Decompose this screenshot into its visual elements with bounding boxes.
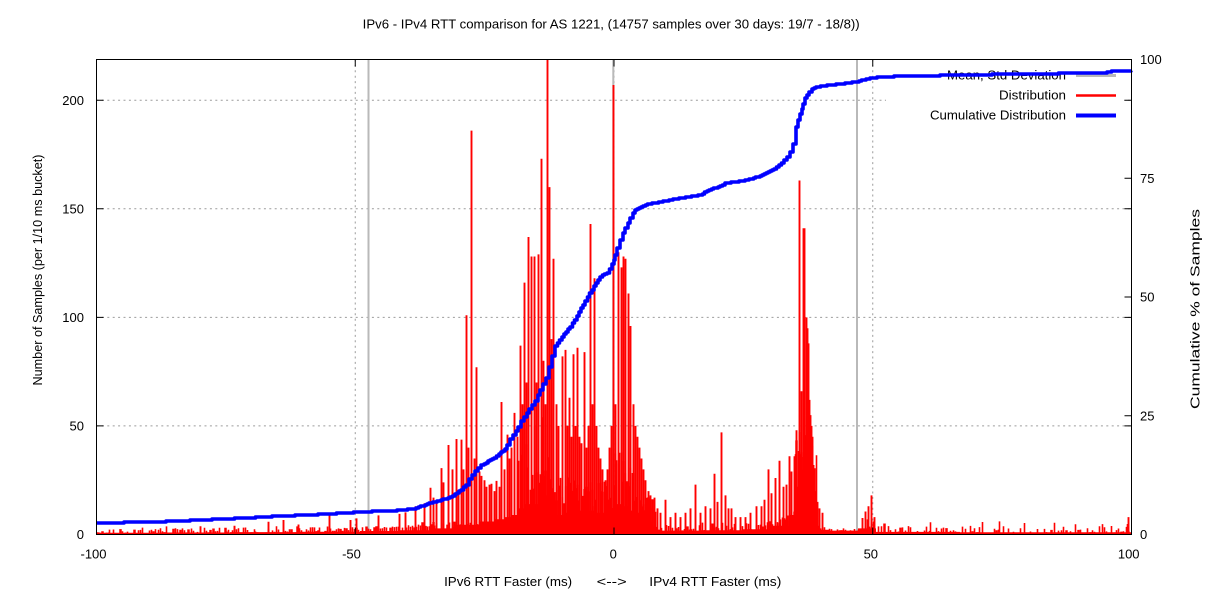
svg-text:0: 0 [77, 527, 84, 542]
svg-text:100: 100 [62, 310, 84, 325]
svg-text:Distribution: Distribution [999, 88, 1066, 103]
svg-text:50: 50 [70, 419, 84, 434]
svg-text:-100: -100 [80, 547, 106, 562]
svg-text:50: 50 [864, 547, 878, 562]
svg-text:<-->: <--> [597, 574, 627, 589]
svg-text:IPv6 - IPv4 RTT comparison for: IPv6 - IPv4 RTT comparison for AS 1221, … [363, 17, 860, 32]
svg-text:25: 25 [1140, 408, 1154, 423]
svg-text:150: 150 [62, 201, 84, 216]
svg-text:IPv4 RTT Faster (ms): IPv4 RTT Faster (ms) [649, 574, 781, 589]
svg-text:100: 100 [1118, 547, 1140, 562]
svg-text:50: 50 [1140, 290, 1154, 305]
svg-text:IPv6 RTT Faster (ms): IPv6 RTT Faster (ms) [444, 574, 572, 589]
svg-text:-50: -50 [342, 547, 361, 562]
svg-text:Number of Samples (per 1/10 ms: Number of Samples (per 1/10 ms bucket) [30, 155, 45, 386]
svg-text:Cumulative Distribution: Cumulative Distribution [930, 108, 1066, 123]
svg-text:75: 75 [1140, 171, 1154, 186]
svg-text:Cumulative % of Samples: Cumulative % of Samples [1188, 208, 1203, 409]
svg-text:0: 0 [610, 547, 617, 562]
svg-text:100: 100 [1140, 52, 1162, 67]
svg-text:200: 200 [62, 93, 84, 108]
svg-text:0: 0 [1140, 527, 1147, 542]
